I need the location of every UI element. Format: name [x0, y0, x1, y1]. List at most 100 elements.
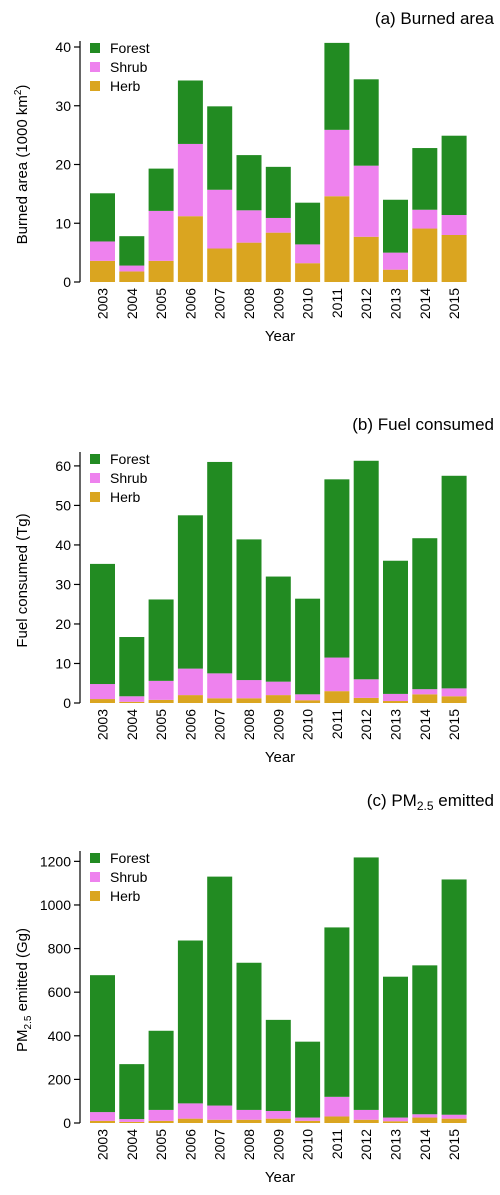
bar-forest-2006	[177, 80, 203, 144]
y-tick-label: 40	[55, 537, 71, 553]
x-tick-label: 2015	[446, 709, 462, 740]
y-tick-label: 40	[55, 39, 71, 55]
bar-forest-2015	[441, 135, 467, 216]
bar-forest-2003	[90, 563, 115, 685]
x-tick-label: 2006	[182, 709, 198, 740]
bar-herb-2006	[177, 216, 203, 282]
bar-forest-2007	[207, 106, 233, 190]
bar-herb-2015	[441, 1118, 467, 1123]
legend-label-herb: Herb	[110, 78, 141, 94]
y-tick-label: 30	[55, 98, 71, 114]
bar-shrub-2014	[412, 209, 438, 229]
bar-forest-2008	[236, 962, 262, 1110]
bar-forest-2005	[148, 599, 174, 681]
bar-forest-2010	[295, 1041, 321, 1118]
x-tick-label: 2009	[270, 288, 286, 319]
bar-forest-2011	[324, 42, 350, 130]
y-tick-label: 10	[55, 215, 71, 231]
legend-label-herb: Herb	[110, 888, 141, 904]
x-tick-label: 2015	[446, 1129, 462, 1160]
bar-shrub-2013	[383, 693, 408, 702]
y-tick-label: 30	[55, 576, 71, 592]
chart-title: (c) PM2.5 emitted	[367, 791, 494, 813]
bar-shrub-2005	[148, 680, 174, 700]
bar-herb-2014	[412, 1117, 438, 1123]
x-tick-label: 2005	[153, 288, 169, 319]
chart-title: (a) Burned area	[375, 9, 495, 28]
bar-forest-2011	[324, 927, 350, 1097]
bar-herb-2003	[90, 1120, 115, 1123]
bar-forest-2013	[383, 976, 408, 1118]
bar-forest-2008	[236, 155, 262, 211]
y-tick-label: 0	[63, 1115, 71, 1131]
bar-forest-2011	[324, 479, 350, 658]
bar-forest-2004	[119, 236, 145, 266]
y-axis-label-tail: )	[14, 85, 31, 90]
chart-title: (b) Fuel consumed	[352, 415, 494, 434]
legend-swatch-herb	[90, 81, 100, 91]
y-axis-label-tail: emitted (Gg)	[14, 928, 31, 1016]
bar-forest-2004	[119, 1064, 145, 1120]
bar-herb-2004	[119, 271, 145, 282]
bar-herb-2007	[207, 248, 233, 282]
legend-swatch-herb	[90, 492, 100, 502]
bar-herb-2006	[177, 695, 203, 703]
bar-herb-2006	[177, 1118, 203, 1123]
bar-shrub-2003	[90, 684, 115, 700]
bar-forest-2007	[207, 876, 233, 1106]
x-tick-label: 2006	[182, 1129, 198, 1160]
bar-shrub-2010	[295, 694, 321, 701]
bar-shrub-2004	[119, 1119, 145, 1122]
bar-shrub-2012	[353, 679, 379, 698]
bar-forest-2009	[265, 166, 291, 218]
bar-herb-2004	[119, 701, 145, 703]
y-axis-label: Burned area (1000 km2)	[13, 85, 31, 245]
x-tick-label: 2010	[300, 709, 316, 740]
x-tick-label: 2013	[388, 288, 404, 319]
bar-shrub-2011	[324, 657, 350, 692]
bar-shrub-2013	[383, 252, 408, 270]
bar-shrub-2009	[265, 681, 291, 696]
y-tick-label: 400	[48, 1028, 72, 1044]
x-tick-label: 2008	[241, 709, 257, 740]
bar-shrub-2014	[412, 689, 438, 695]
y-axis-label-main: Burned area (1000 km	[14, 95, 31, 244]
x-tick-label: 2014	[417, 1129, 433, 1160]
legend-label-forest: Forest	[110, 850, 150, 866]
x-tick-label: 2007	[212, 709, 228, 740]
bar-shrub-2014	[412, 1114, 438, 1118]
x-tick-label: 2005	[153, 709, 169, 740]
bar-herb-2013	[383, 269, 408, 282]
x-tick-label: 2010	[300, 1129, 316, 1160]
bar-forest-2014	[412, 538, 438, 690]
bar-forest-2009	[265, 576, 291, 682]
chart-panel-2: (c) PM2.5 emitted02004006008001000120020…	[14, 791, 494, 1186]
x-tick-label: 2004	[124, 288, 140, 319]
y-tick-label: 1200	[40, 853, 71, 869]
bar-forest-2010	[295, 598, 321, 695]
bar-shrub-2009	[265, 1111, 291, 1119]
bar-herb-2010	[295, 1120, 321, 1123]
legend-label-shrub: Shrub	[110, 59, 148, 75]
bar-shrub-2015	[441, 215, 467, 235]
bar-herb-2003	[90, 699, 115, 703]
bar-shrub-2005	[148, 1109, 174, 1121]
x-tick-label: 2007	[212, 288, 228, 319]
legend-swatch-forest	[90, 454, 100, 464]
x-tick-label: 2009	[270, 1129, 286, 1160]
legend-label-herb: Herb	[110, 489, 141, 505]
legend-label-forest: Forest	[110, 451, 150, 467]
bar-forest-2012	[353, 460, 379, 680]
y-axis-label: Fuel consumed (Tg)	[14, 513, 31, 647]
y-tick-label: 200	[48, 1071, 72, 1087]
chart-title-main: (c) PM	[367, 791, 417, 810]
bar-herb-2012	[353, 1119, 379, 1123]
bar-herb-2005	[148, 699, 174, 703]
bar-herb-2010	[295, 263, 321, 282]
x-tick-label: 2007	[212, 1129, 228, 1160]
x-tick-label: 2009	[270, 709, 286, 740]
legend-swatch-forest	[90, 43, 100, 53]
bar-forest-2009	[265, 1019, 291, 1112]
x-tick-label: 2003	[95, 1129, 111, 1160]
